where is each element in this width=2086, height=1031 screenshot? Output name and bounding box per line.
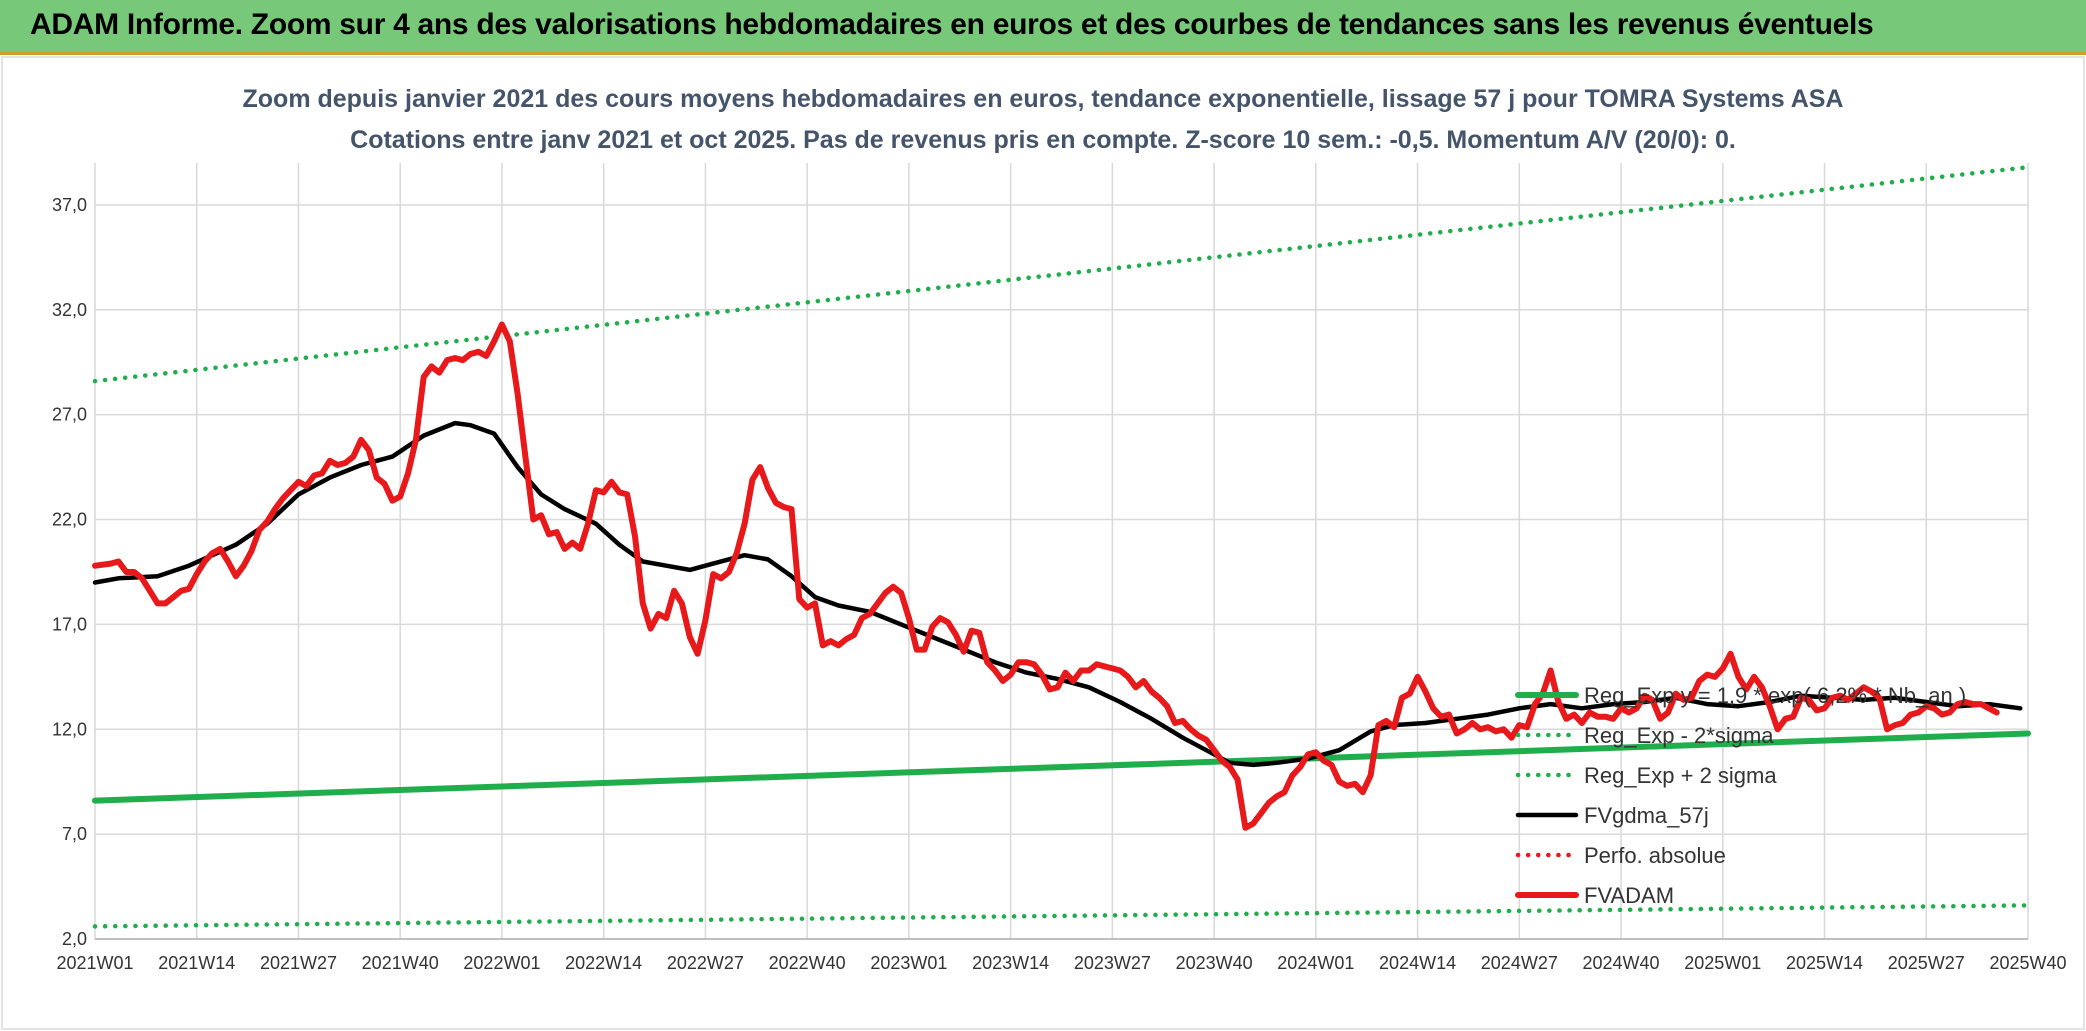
x-tick-label: 2021W27 <box>260 953 337 973</box>
legend: Reg_Exp y = 1,9 * exp( 6,2% * Nb_an ) Reg… <box>1515 683 1966 908</box>
chart-background <box>0 55 2086 1031</box>
legend-label: Perfo. absolue <box>1584 843 1726 868</box>
series-line-reg-exp <box>92 730 2031 804</box>
y-tick-label: 22,0 <box>52 510 87 530</box>
x-tick-label: 2024W40 <box>1583 953 1660 973</box>
chart-subtitle: Cotations entre janv 2021 et oct 2025. P… <box>350 126 1736 154</box>
legend-label: FVgdma_57j <box>1584 803 1709 828</box>
x-tick-label: 2022W27 <box>667 953 744 973</box>
y-tick-label: 7,0 <box>62 824 87 844</box>
x-tick-label: 2025W14 <box>1786 953 1863 973</box>
series <box>92 164 2031 929</box>
legend-label: Reg_Exp + 2 sigma <box>1584 763 1777 788</box>
series-line-reg-exp <box>92 903 2031 929</box>
header-banner: ADAM Informe. Zoom sur 4 ans des valoris… <box>0 0 2086 55</box>
x-tick-label: 2023W40 <box>1176 953 1253 973</box>
y-tick-label: 17,0 <box>52 614 87 634</box>
x-tick-label: 2023W27 <box>1074 953 1151 973</box>
x-tick-label: 2024W14 <box>1379 953 1456 973</box>
x-tick-label: 2022W14 <box>565 953 642 973</box>
series-line-fvadam <box>92 321 2000 831</box>
y-tick-label: 27,0 <box>52 405 87 425</box>
series-line-reg-exp <box>92 164 2031 384</box>
x-tick-label: 2025W40 <box>1989 953 2066 973</box>
page-title: ADAM Informe. Zoom sur 4 ans des valoris… <box>30 8 1874 41</box>
x-tick-label: 2024W27 <box>1481 953 1558 973</box>
x-tick-label: 2021W01 <box>56 953 133 973</box>
x-tick-label: 2025W01 <box>1684 953 1761 973</box>
x-tick-label: 2024W01 <box>1277 953 1354 973</box>
legend-label: Reg_Exp y = 1,9 * exp( 6,2% * Nb_an ) <box>1584 683 1966 708</box>
y-tick-label: 2,0 <box>62 929 87 949</box>
x-tick-label: 2022W01 <box>463 953 540 973</box>
y-tick-label: 12,0 <box>52 719 87 739</box>
y-tick-label: 32,0 <box>52 300 87 320</box>
legend-label: FVADAM <box>1584 883 1674 908</box>
line-chart: Zoom depuis janvier 2021 des cours moyen… <box>0 55 2086 1031</box>
x-tick-label: 2023W01 <box>870 953 947 973</box>
x-tick-label: 2022W40 <box>769 953 846 973</box>
axis-ticks: 2,0 7,0 12,0 17,0 22,0 27,0 32,0 37,0 2021W01 202… <box>52 195 2067 973</box>
x-tick-label: 2023W14 <box>972 953 1049 973</box>
x-tick-label: 2021W14 <box>158 953 235 973</box>
x-tick-label: 2025W27 <box>1888 953 1965 973</box>
chart-frame <box>1 56 2085 1030</box>
chart-title: Zoom depuis janvier 2021 des cours moyen… <box>243 85 1844 113</box>
legend-label: Reg_Exp - 2*sigma <box>1584 723 1774 748</box>
y-tick-label: 37,0 <box>52 195 87 215</box>
x-tick-label: 2021W40 <box>362 953 439 973</box>
